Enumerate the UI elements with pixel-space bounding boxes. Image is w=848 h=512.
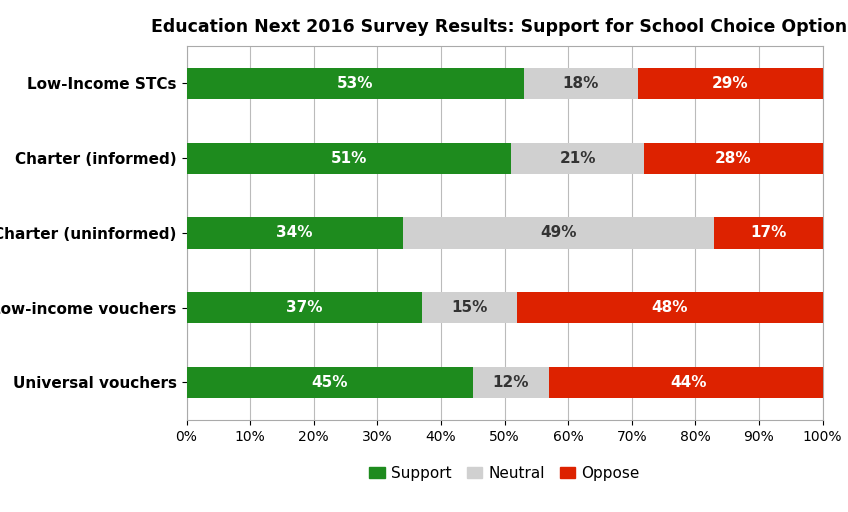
Text: 53%: 53% xyxy=(337,76,373,91)
Bar xyxy=(403,217,714,249)
Text: 49%: 49% xyxy=(540,225,577,241)
Text: 15%: 15% xyxy=(451,300,488,315)
Bar xyxy=(644,142,823,174)
Title: Education Next 2016 Survey Results: Support for School Choice Options: Education Next 2016 Survey Results: Supp… xyxy=(151,18,848,36)
Bar xyxy=(187,292,422,324)
Text: 12%: 12% xyxy=(493,375,529,390)
Text: 28%: 28% xyxy=(715,151,752,166)
Bar xyxy=(510,142,644,174)
Text: 37%: 37% xyxy=(286,300,322,315)
Bar xyxy=(187,68,524,99)
Text: 17%: 17% xyxy=(750,225,787,241)
Bar xyxy=(638,68,823,99)
Text: 21%: 21% xyxy=(560,151,596,166)
Text: 18%: 18% xyxy=(563,76,599,91)
Text: 51%: 51% xyxy=(331,151,367,166)
Bar xyxy=(517,292,823,324)
Text: 44%: 44% xyxy=(671,375,707,390)
Text: 45%: 45% xyxy=(311,375,348,390)
Legend: Support, Neutral, Oppose: Support, Neutral, Oppose xyxy=(363,460,646,487)
Bar xyxy=(187,142,510,174)
Bar xyxy=(187,367,473,398)
Text: 48%: 48% xyxy=(651,300,689,315)
Bar xyxy=(473,367,550,398)
Text: 34%: 34% xyxy=(276,225,313,241)
Bar xyxy=(714,217,823,249)
Bar xyxy=(422,292,517,324)
Bar xyxy=(524,68,639,99)
Bar xyxy=(187,217,403,249)
Text: 29%: 29% xyxy=(712,76,749,91)
Bar xyxy=(550,367,829,398)
